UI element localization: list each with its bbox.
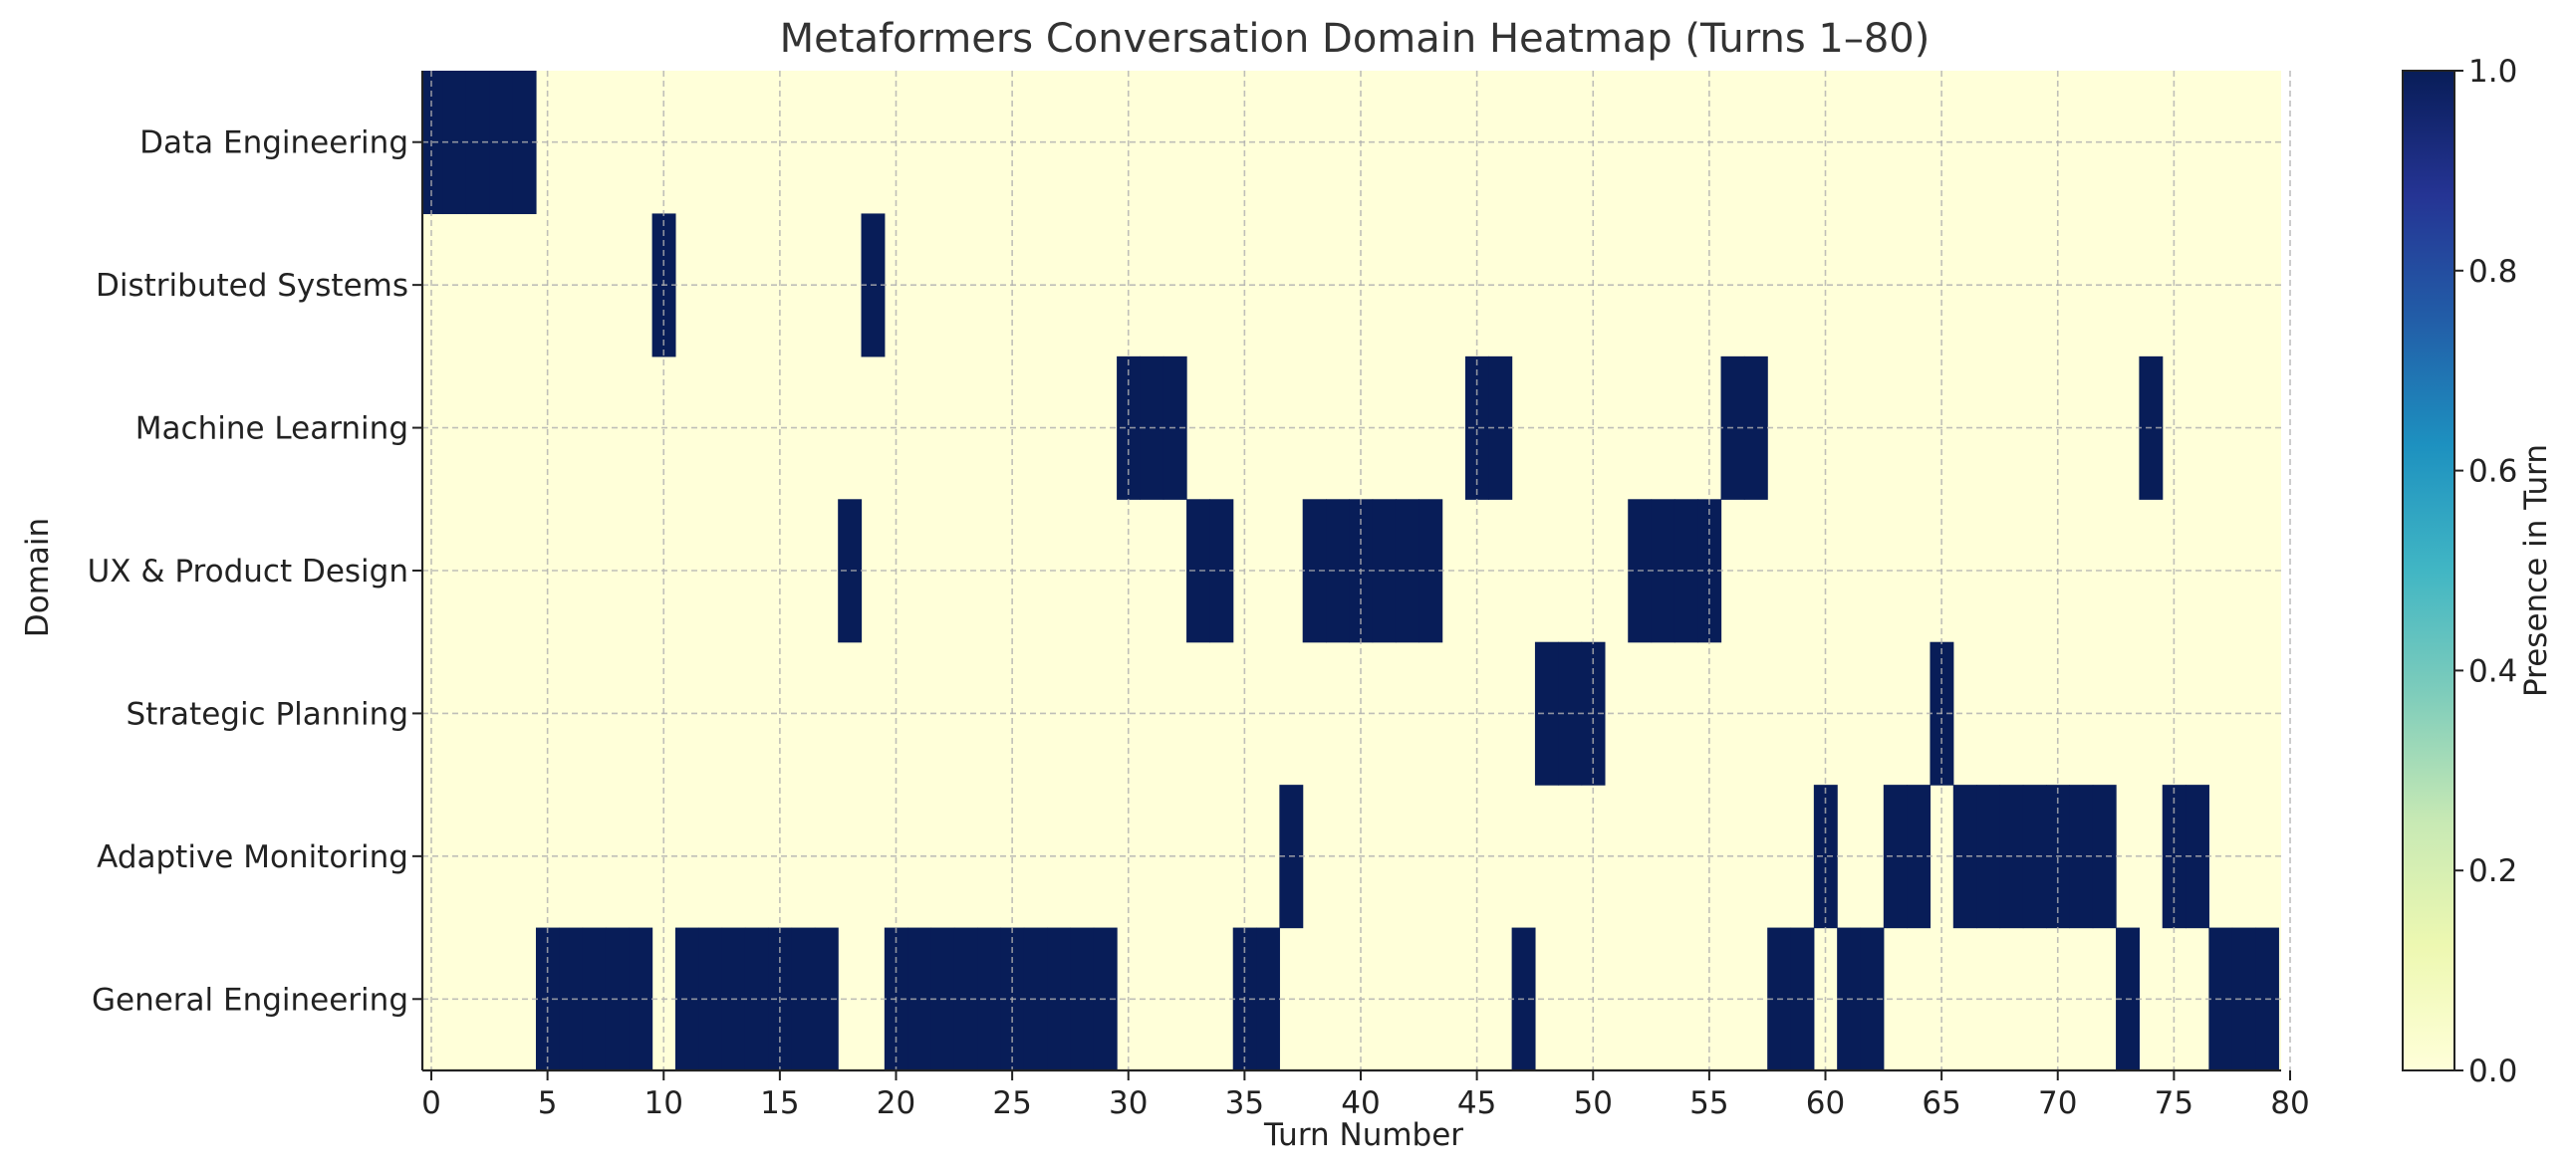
heatmap-cell (698, 927, 723, 1071)
colorbar-gradient (2402, 70, 2455, 1071)
heatmap-cell (1883, 785, 1908, 929)
heatmap-cell (559, 927, 584, 1071)
x-tick-label: 0 (421, 1085, 441, 1121)
heatmap-cell (1256, 927, 1280, 1071)
y-tick-label: Distributed Systems (96, 268, 408, 304)
heatmap-cell (2092, 785, 2117, 929)
heatmap-cell (838, 499, 863, 643)
heatmap-cell (1395, 499, 1419, 643)
x-tick-label: 35 (1225, 1085, 1264, 1121)
heatmap-cell (1952, 785, 1977, 929)
heatmap-cell (1534, 641, 1559, 786)
y-axis-label: Domain (20, 518, 56, 637)
y-tick-label: UX & Product Design (88, 554, 408, 589)
y-tick-label: Machine Learning (135, 411, 408, 447)
x-tick-label: 45 (1457, 1085, 1496, 1121)
x-tick-label: 10 (644, 1085, 683, 1121)
x-tick-label: 20 (877, 1085, 915, 1121)
colorbar-tick-label: 0.8 (2468, 254, 2517, 290)
y-tick-label: Data Engineering (139, 125, 408, 161)
heatmap-cell (1813, 785, 1838, 929)
x-tick-label: 70 (2038, 1085, 2077, 1121)
colorbar-tick-label: 0.2 (2468, 853, 2517, 889)
heatmap-cell (489, 71, 514, 215)
heatmap-cell (1326, 499, 1350, 643)
heatmap-cell (629, 927, 653, 1071)
x-tick-label: 50 (1574, 1085, 1613, 1121)
heatmap-cell (1186, 499, 1210, 643)
x-tick-label: 55 (1689, 1085, 1728, 1121)
heatmap-cell (1674, 499, 1698, 643)
colorbar-tick-label: 0.0 (2468, 1054, 2517, 1089)
heatmap-cell (1464, 355, 1489, 500)
heatmap-cell (907, 927, 932, 1071)
colorbar-label: Presence in Turn (2518, 444, 2554, 697)
x-tick-label: 40 (1341, 1085, 1380, 1121)
x-tick-label: 25 (992, 1085, 1031, 1121)
x-axis-label: Turn Number (1263, 1117, 1463, 1153)
heatmap-cell (1743, 355, 1768, 500)
x-tick-label: 5 (538, 1085, 558, 1121)
heatmap-cell (2162, 785, 2187, 929)
heatmap-cell (2022, 785, 2047, 929)
colorbar-tick-label: 0.4 (2468, 653, 2517, 689)
y-tick-label: General Engineering (92, 982, 408, 1018)
chart-title: Metaformers Conversation Domain Heatmap … (780, 16, 1931, 62)
x-tick-label: 15 (760, 1085, 799, 1121)
x-tick-label: 60 (1806, 1085, 1845, 1121)
x-tick-label: 30 (1109, 1085, 1148, 1121)
y-tick-label: Strategic Planning (126, 696, 408, 732)
heatmap-cell (2231, 927, 2256, 1071)
x-tick-label: 75 (2155, 1085, 2193, 1121)
y-axis-ticks: Data Engineering Distributed Systems Machi… (88, 125, 422, 1018)
heatmap-cell (1047, 927, 1072, 1071)
heatmap-cell (977, 927, 1002, 1071)
x-tick-label: 80 (2270, 1085, 2309, 1121)
grid-lines (422, 71, 2291, 1070)
x-axis-ticks: 0 5 10 15 20 25 30 35 40 45 50 55 60 65 70 75 80 (421, 1070, 2310, 1121)
colorbar-tick-label: 1.0 (2468, 54, 2517, 90)
x-tick-label: 65 (1922, 1085, 1960, 1121)
heatmap-cell (1117, 355, 1142, 500)
colorbar-tick-label: 0.6 (2468, 454, 2517, 490)
y-tick-label: Adaptive Monitoring (97, 839, 408, 875)
colorbar: 0.0 0.2 0.4 0.6 0.8 1.0 (2402, 54, 2517, 1089)
